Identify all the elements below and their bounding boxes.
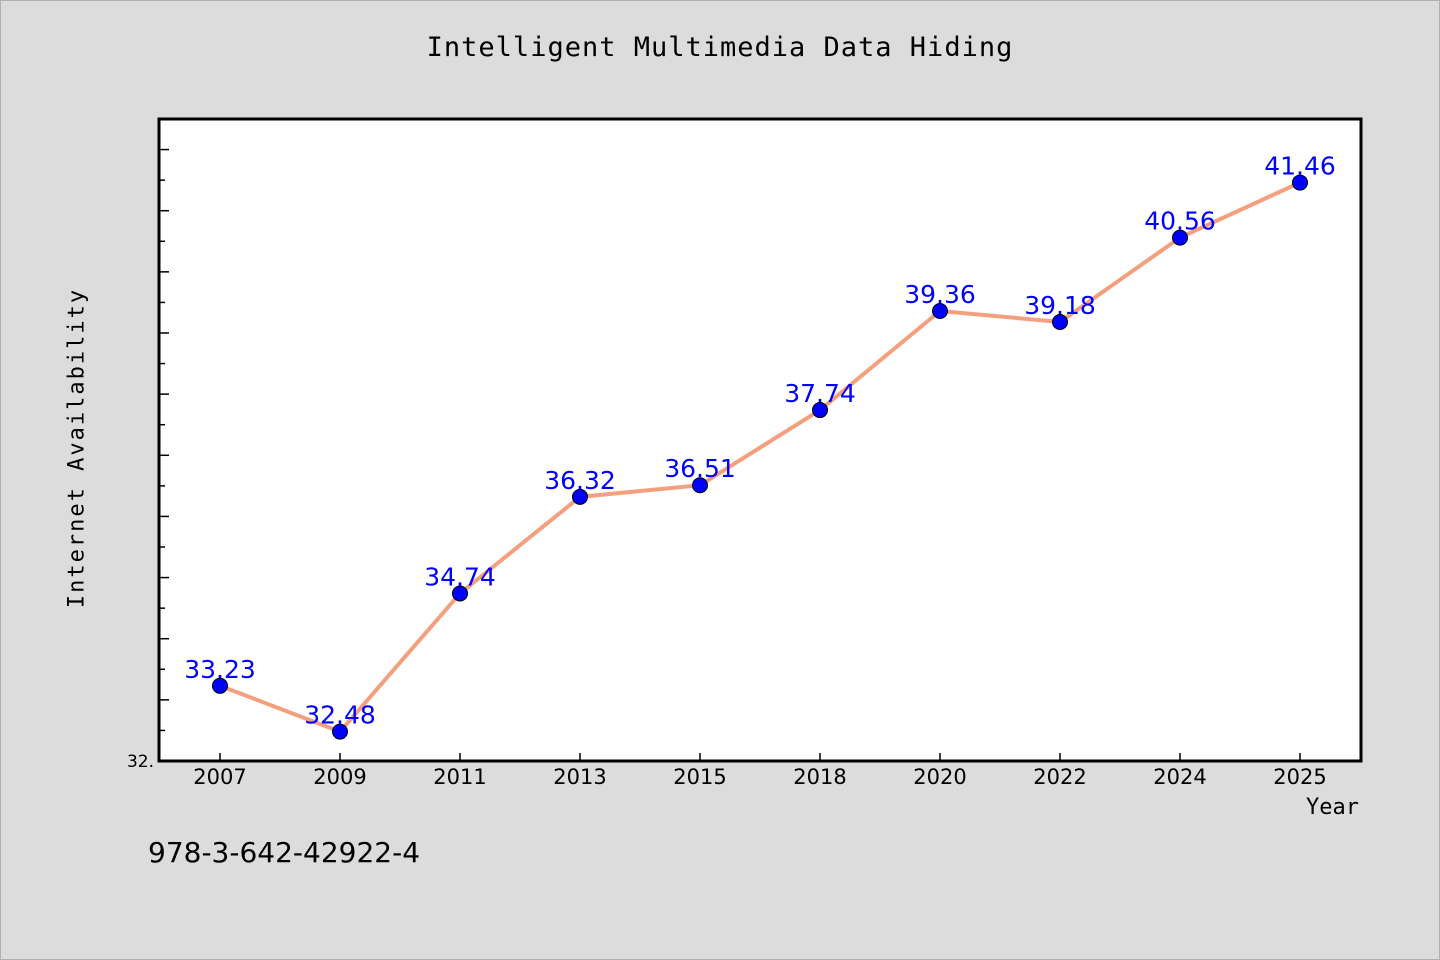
series-line [218,180,1302,734]
data-label: 33.23 [184,655,256,684]
x-tick-label: 2013 [553,765,606,789]
data-point [332,723,348,740]
x-tick-label: 2025 [1273,765,1326,789]
x-tick-label: 2015 [673,765,726,789]
isbn-footnote: 978-3-642-42922-4 [148,836,421,869]
y-axis-ticks: 32. [127,118,169,772]
x-tick-label: 2018 [793,765,846,789]
chart-title: Intelligent Multimedia Data Hiding [426,32,1014,63]
data-label: 34.74 [424,562,496,591]
data-point [212,677,228,694]
data-label: 40.56 [1144,207,1216,236]
x-tick-label: 2024 [1153,765,1206,789]
x-tick-label: 2009 [313,765,366,789]
data-label: 37.74 [784,379,856,408]
x-tick-label: 2007 [193,765,246,789]
data-point [1172,229,1188,246]
series-layer [212,174,1308,740]
data-label-layer: 33.23 32.48 34.74 36.32 36.51 37.74 39.36 39.18… [184,152,1336,730]
data-label: 32.48 [304,701,376,730]
x-tick-label: 2022 [1033,765,1086,789]
data-label: 39.36 [904,280,976,309]
data-point [812,402,828,419]
data-point [1292,174,1308,191]
data-point [572,488,588,505]
x-tick-label: 2020 [913,765,966,789]
data-label: 36.32 [544,466,616,495]
x-tick-label: 2011 [433,765,486,789]
data-point [692,477,708,494]
y-tick-label: 32. [127,752,154,772]
data-point [452,585,468,602]
data-label: 36.51 [664,454,736,483]
x-axis-ticks: 2007 2009 2011 2013 2015 2018 2020 2022 2024 2025 [193,753,1327,789]
data-label: 41.46 [1264,152,1336,181]
plot-area [157,117,1363,763]
x-axis-label: Year [1306,795,1359,820]
data-point [932,302,948,319]
data-label: 39.18 [1024,291,1096,320]
data-point [1052,313,1068,330]
